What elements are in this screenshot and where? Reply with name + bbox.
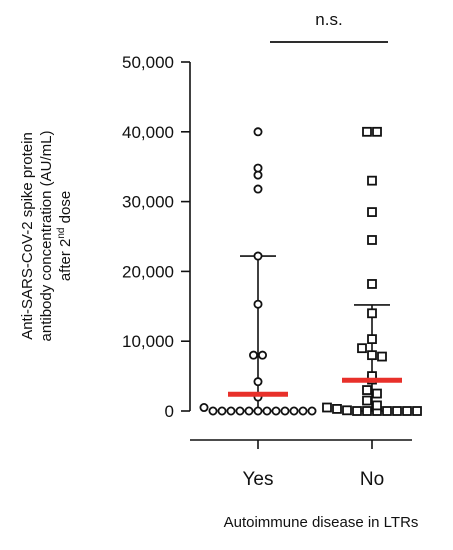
data-point (367, 235, 377, 245)
data-point (392, 406, 402, 416)
data-point (402, 406, 412, 416)
data-point (362, 385, 372, 395)
y-tick-label: 0 (165, 402, 174, 421)
data-point (357, 343, 367, 354)
y-axis-label-line3: after 2nd dose (56, 191, 74, 281)
data-point (372, 126, 382, 137)
data-point (244, 406, 254, 416)
data-point (253, 377, 263, 387)
data-point (342, 405, 352, 416)
data-point (208, 406, 218, 416)
data-point (257, 350, 267, 360)
y-tick-label: 50,000 (122, 53, 174, 72)
data-point (367, 207, 377, 217)
data-point (248, 350, 258, 360)
y-axis-label-line3-suffix: dose (57, 191, 74, 228)
plot-marks (199, 126, 422, 416)
data-point (362, 126, 372, 137)
data-point (280, 406, 290, 416)
data-point (362, 406, 372, 416)
data-point (199, 403, 209, 413)
x-tick-label: Yes (243, 469, 274, 490)
x-axis-label: Autoimmune disease in LTRs (224, 514, 419, 531)
data-point (322, 402, 332, 413)
y-axis-label-line3-sup: nd (56, 228, 67, 239)
data-point (289, 406, 299, 416)
y-axis-label-line2: antibody concentration (AU/mL) (38, 131, 55, 342)
significance-label: n.s. (315, 10, 342, 29)
data-point (253, 251, 263, 261)
series-no (322, 126, 422, 416)
data-point (332, 404, 342, 414)
y-tick-label: 10,000 (122, 332, 174, 351)
data-point (307, 406, 317, 416)
y-axis-label-line1: Anti-SARS-CoV-2 spike protein (19, 132, 36, 340)
data-point (367, 175, 377, 186)
data-point (298, 406, 308, 416)
data-point (253, 184, 263, 194)
data-point (382, 406, 392, 416)
data-point (262, 406, 272, 416)
data-point (377, 351, 387, 362)
data-point (352, 406, 362, 416)
data-point (253, 163, 263, 173)
data-point (217, 406, 227, 416)
y-tick-label: 30,000 (122, 193, 174, 212)
data-point (253, 406, 263, 416)
y-tick-label: 40,000 (122, 123, 174, 142)
data-point (412, 406, 422, 416)
significance-annotation: n.s. (270, 10, 388, 43)
data-point (226, 406, 236, 416)
data-point (367, 350, 377, 361)
x-axis: Yes No (190, 439, 412, 490)
y-axis: 0 10,000 20,000 30,000 40,000 50,000 (122, 53, 191, 421)
x-tick-label: No (360, 469, 384, 490)
data-point (253, 127, 263, 137)
data-point (271, 406, 281, 416)
data-point (372, 388, 382, 399)
data-point (362, 395, 372, 406)
data-point (235, 406, 245, 416)
data-point (367, 279, 377, 289)
y-tick-label: 20,000 (122, 262, 174, 281)
y-axis-label: Anti-SARS-CoV-2 spike protein antibody c… (19, 131, 74, 342)
data-point (253, 299, 263, 309)
data-point (367, 334, 377, 345)
y-axis-label-line3-prefix: after 2 (57, 239, 74, 282)
data-point (372, 400, 382, 411)
data-point (367, 308, 377, 319)
series-yes (199, 127, 317, 416)
